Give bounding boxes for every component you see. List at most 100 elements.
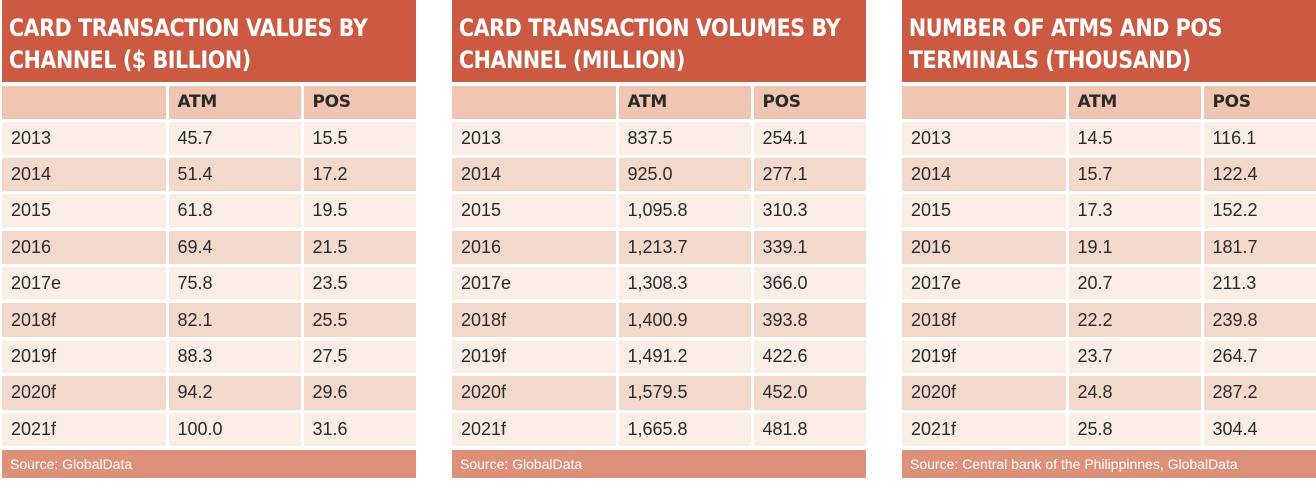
cell-year: 2017e bbox=[452, 265, 619, 304]
cell-year: 2019f bbox=[2, 338, 169, 377]
cell-atm: 51.4 bbox=[167, 156, 304, 195]
cell-pos: 481.8 bbox=[752, 411, 866, 450]
cell-atm: 61.8 bbox=[167, 192, 304, 231]
cell-pos: 287.2 bbox=[1202, 374, 1316, 413]
table-row: 2016 1,213.7 339.1 bbox=[452, 229, 866, 268]
cell-year: 2016 bbox=[2, 229, 169, 268]
table-row: 2013 837.5 254.1 bbox=[452, 120, 866, 158]
cell-year: 2014 bbox=[452, 156, 619, 195]
cell-year: 2016 bbox=[902, 229, 1069, 268]
table-row: 2014 15.7 122.4 bbox=[902, 156, 1316, 195]
cell-pos: 254.1 bbox=[752, 120, 866, 158]
cell-pos: 393.8 bbox=[752, 301, 866, 340]
data-table: ATM POS 2013 14.5 116.1 2014 15.7 122.4 2015… bbox=[902, 86, 1316, 450]
header-row: ATM POS bbox=[452, 86, 866, 122]
cell-pos: 23.5 bbox=[302, 265, 416, 304]
cell-year: 2018f bbox=[2, 301, 169, 340]
cell-pos: 21.5 bbox=[302, 229, 416, 268]
panel-atms-pos-terminals: Number of ATMs and POS terminals (thousa… bbox=[902, 0, 1316, 478]
cell-year: 2021f bbox=[452, 411, 619, 450]
panel-card-transaction-values: Card transaction values by channel ($ bi… bbox=[2, 0, 416, 478]
source-note: Source: GlobalData bbox=[452, 450, 866, 478]
cell-atm: 100.0 bbox=[167, 411, 304, 450]
cell-pos: 339.1 bbox=[752, 229, 866, 268]
table-row: 2021f 100.0 31.6 bbox=[2, 411, 416, 450]
cell-year: 2020f bbox=[902, 374, 1069, 413]
table-row: 2019f 23.7 264.7 bbox=[902, 338, 1316, 377]
cell-atm: 24.8 bbox=[1067, 374, 1204, 413]
cell-atm: 837.5 bbox=[617, 120, 754, 158]
table-row: 2017e 75.8 23.5 bbox=[2, 265, 416, 304]
header-row: ATM POS bbox=[2, 86, 416, 122]
cell-year: 2019f bbox=[902, 338, 1069, 377]
cell-atm: 88.3 bbox=[167, 338, 304, 377]
source-note: Source: GlobalData bbox=[2, 450, 416, 478]
cell-pos: 25.5 bbox=[302, 301, 416, 340]
table-row: 2013 45.7 15.5 bbox=[2, 120, 416, 158]
cell-pos: 19.5 bbox=[302, 192, 416, 231]
table-row: 2018f 1,400.9 393.8 bbox=[452, 301, 866, 340]
cell-atm: 17.3 bbox=[1067, 192, 1204, 231]
table-row: 2014 51.4 17.2 bbox=[2, 156, 416, 195]
table-row: 2019f 88.3 27.5 bbox=[2, 338, 416, 377]
header-pos: POS bbox=[752, 86, 866, 122]
cell-pos: 239.8 bbox=[1202, 301, 1316, 340]
cell-pos: 277.1 bbox=[752, 156, 866, 195]
panel-title: Card transaction values by channel ($ bi… bbox=[2, 0, 416, 82]
cell-atm: 1,665.8 bbox=[617, 411, 754, 450]
cell-atm: 94.2 bbox=[167, 374, 304, 413]
cell-year: 2021f bbox=[2, 411, 169, 450]
cell-atm: 14.5 bbox=[1067, 120, 1204, 158]
cell-pos: 116.1 bbox=[1202, 120, 1316, 158]
table-row: 2016 19.1 181.7 bbox=[902, 229, 1316, 268]
cell-atm: 75.8 bbox=[167, 265, 304, 304]
cell-atm: 1,213.7 bbox=[617, 229, 754, 268]
cell-year: 2015 bbox=[452, 192, 619, 231]
cell-atm: 20.7 bbox=[1067, 265, 1204, 304]
cell-pos: 211.3 bbox=[1202, 265, 1316, 304]
cell-year: 2014 bbox=[2, 156, 169, 195]
table-row: 2020f 24.8 287.2 bbox=[902, 374, 1316, 413]
panel-title: Card transaction volumes by channel (mil… bbox=[452, 0, 866, 82]
cell-pos: 264.7 bbox=[1202, 338, 1316, 377]
table-row: 2014 925.0 277.1 bbox=[452, 156, 866, 195]
cell-year: 2014 bbox=[902, 156, 1069, 195]
cell-atm: 1,579.5 bbox=[617, 374, 754, 413]
table-row: 2021f 1,665.8 481.8 bbox=[452, 411, 866, 450]
cell-atm: 22.2 bbox=[1067, 301, 1204, 340]
cell-year: 2013 bbox=[902, 120, 1069, 158]
cell-atm: 1,095.8 bbox=[617, 192, 754, 231]
cell-year: 2013 bbox=[452, 120, 619, 158]
cell-pos: 422.6 bbox=[752, 338, 866, 377]
data-table: ATM POS 2013 837.5 254.1 2014 925.0 277.1 20… bbox=[452, 86, 866, 450]
data-table: ATM POS 2013 45.7 15.5 2014 51.4 17.2 2015 61… bbox=[2, 86, 416, 450]
cell-pos: 310.3 bbox=[752, 192, 866, 231]
cell-atm: 82.1 bbox=[167, 301, 304, 340]
cell-atm: 69.4 bbox=[167, 229, 304, 268]
header-pos: POS bbox=[302, 86, 416, 122]
cell-year: 2020f bbox=[2, 374, 169, 413]
cell-pos: 15.5 bbox=[302, 120, 416, 158]
table-row: 2015 61.8 19.5 bbox=[2, 192, 416, 231]
panel-card-transaction-volumes: Card transaction volumes by channel (mil… bbox=[452, 0, 866, 478]
cell-atm: 1,400.9 bbox=[617, 301, 754, 340]
header-year bbox=[902, 86, 1069, 122]
source-note: Source: Central bank of the Philippinnes… bbox=[902, 450, 1316, 478]
cell-atm: 1,308.3 bbox=[617, 265, 754, 304]
cell-atm: 15.7 bbox=[1067, 156, 1204, 195]
table-row: 2015 17.3 152.2 bbox=[902, 192, 1316, 231]
cell-pos: 152.2 bbox=[1202, 192, 1316, 231]
cell-atm: 45.7 bbox=[167, 120, 304, 158]
cell-year: 2016 bbox=[452, 229, 619, 268]
panel-title: Number of ATMs and POS terminals (thousa… bbox=[902, 0, 1316, 82]
cell-pos: 27.5 bbox=[302, 338, 416, 377]
cell-year: 2018f bbox=[902, 301, 1069, 340]
cell-atm: 19.1 bbox=[1067, 229, 1204, 268]
cell-pos: 452.0 bbox=[752, 374, 866, 413]
cell-pos: 366.0 bbox=[752, 265, 866, 304]
cell-atm: 925.0 bbox=[617, 156, 754, 195]
cell-pos: 304.4 bbox=[1202, 411, 1316, 450]
cell-year: 2020f bbox=[452, 374, 619, 413]
table-row: 2019f 1,491.2 422.6 bbox=[452, 338, 866, 377]
cell-year: 2017e bbox=[2, 265, 169, 304]
